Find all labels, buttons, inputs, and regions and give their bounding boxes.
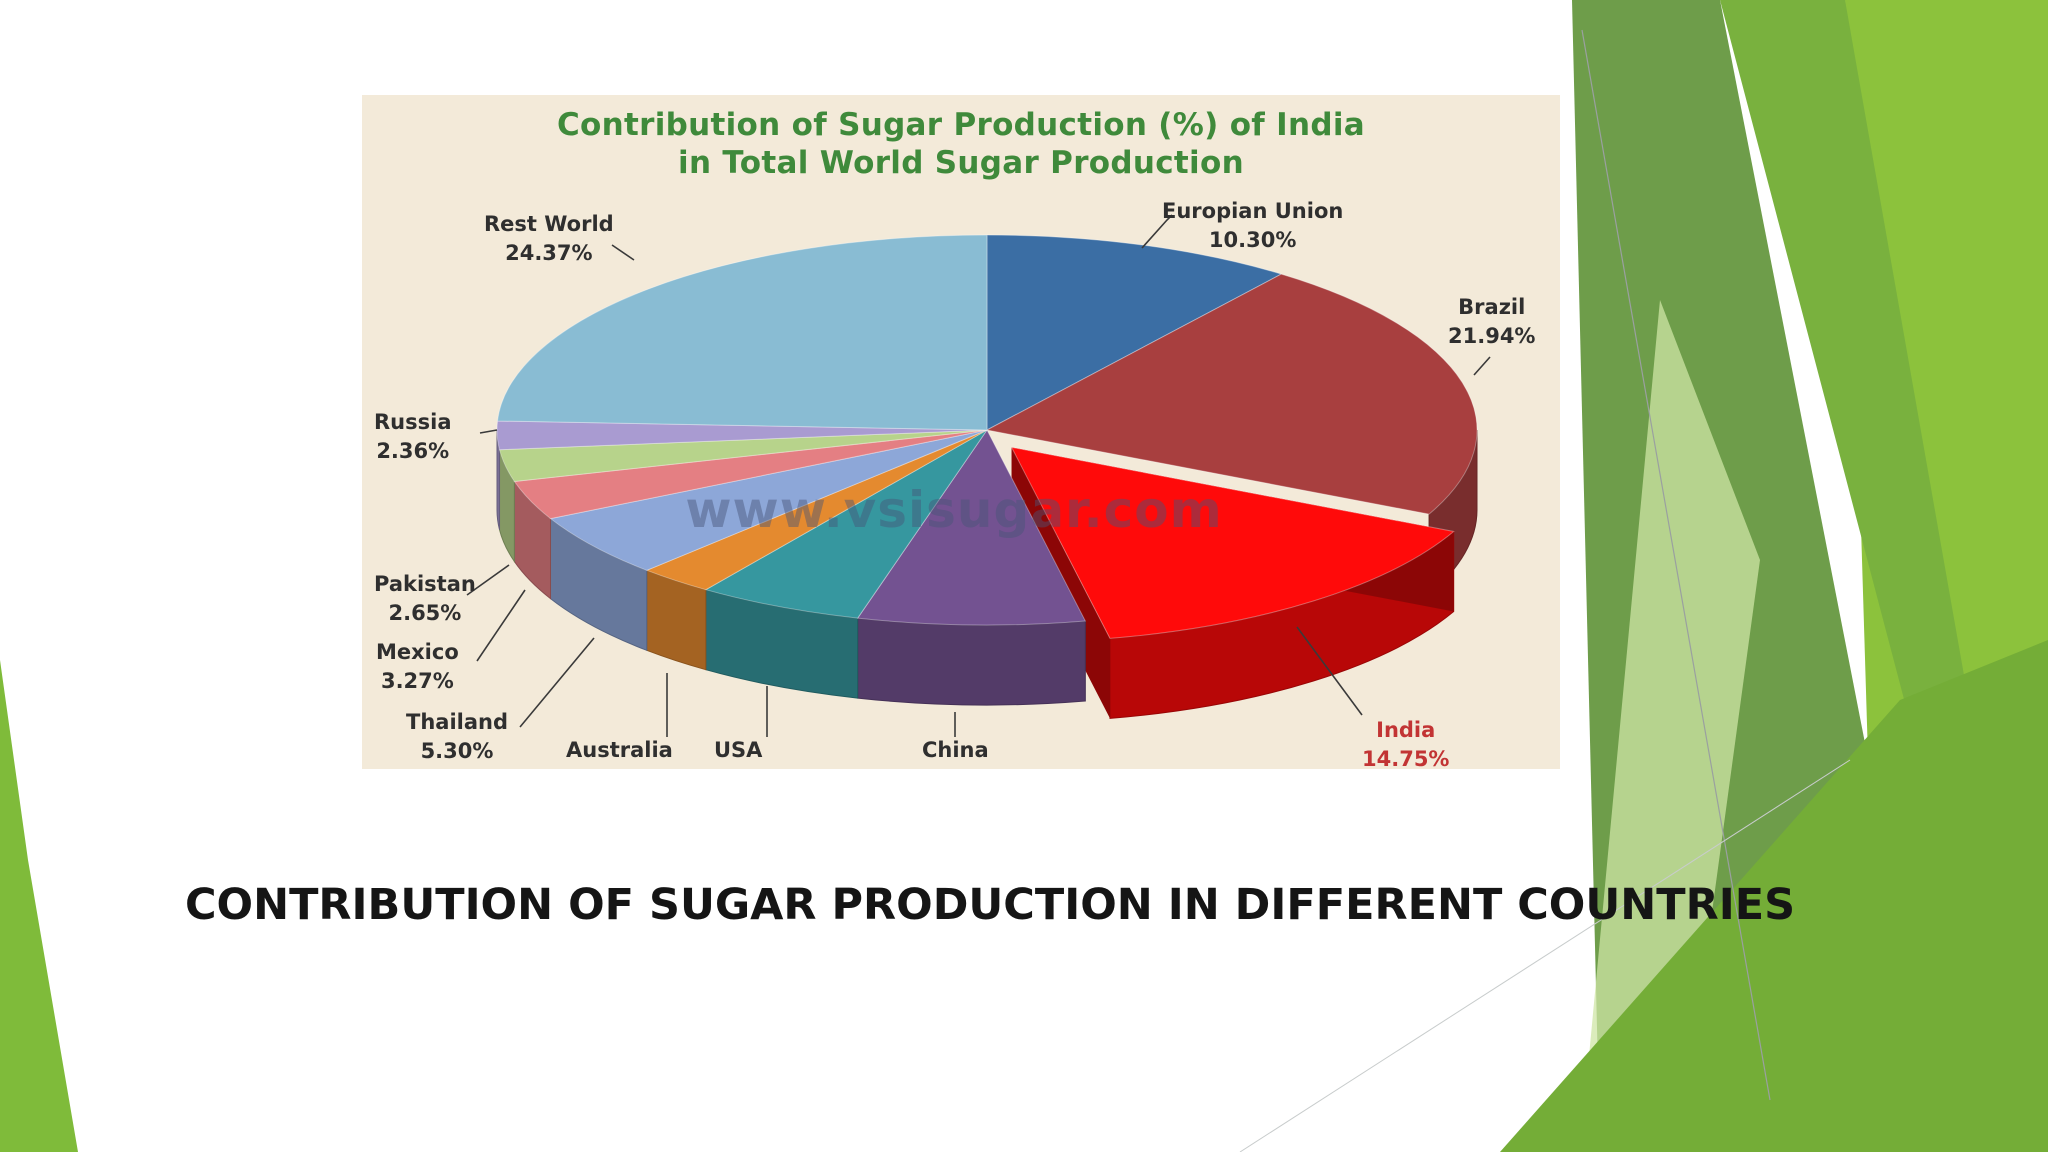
pie-slice-rest-world xyxy=(496,234,988,431)
thin-line-1 xyxy=(1581,29,1771,1101)
chart-title-line1: Contribution of Sugar Production (%) of … xyxy=(556,107,1366,143)
pie-chart xyxy=(466,214,1491,737)
label-name: Rest World xyxy=(484,212,614,236)
leader-line-1 xyxy=(1141,214,1173,249)
watermark-text: www.vsisugar.com xyxy=(685,481,1223,539)
label-value: 2.36% xyxy=(376,439,450,463)
pie-slice-russia xyxy=(496,420,988,451)
label-name: USA xyxy=(714,738,763,762)
right-pale-triangle xyxy=(1580,300,1760,1152)
label-mexico: Mexico 3.27% xyxy=(376,638,459,696)
leader-line-3 xyxy=(1296,626,1363,716)
label-name: India xyxy=(1376,718,1436,742)
pie-slice-australia xyxy=(645,429,988,591)
label-brazil: Brazil 21.94% xyxy=(1448,293,1535,351)
label-name: Thailand xyxy=(406,710,508,734)
label-name: Australia xyxy=(566,738,673,762)
pie-side-china xyxy=(857,617,1086,706)
label-value: 2.65% xyxy=(388,601,462,625)
label-australia: Australia xyxy=(566,736,673,765)
label-name: China xyxy=(922,738,989,762)
label-value: 14.75% xyxy=(1362,747,1450,771)
label-pakistan: Pakistan 2.65% xyxy=(374,570,476,628)
label-usa: USA xyxy=(714,736,762,765)
label-name: Mexico xyxy=(376,640,459,664)
label-value: 24.37% xyxy=(505,241,593,265)
label-value: 3.27% xyxy=(380,669,454,693)
pie-slice-china xyxy=(856,429,1087,626)
leader-line-11 xyxy=(611,244,635,261)
thin-line-2 xyxy=(1239,759,1851,1152)
slide-caption: CONTRIBUTION OF SUGAR PRODUCTION IN DIFF… xyxy=(185,880,1796,930)
label-value: 5.30% xyxy=(420,739,494,763)
label-china: China xyxy=(922,736,989,765)
pie-slice-usa xyxy=(704,429,988,619)
label-name: Russia xyxy=(374,410,452,434)
leader-line-9 xyxy=(466,564,510,596)
label-value: 10.30% xyxy=(1208,228,1297,252)
left-green-stripe xyxy=(0,660,78,1152)
leader-line-8 xyxy=(476,589,526,662)
pie-slice-thailand xyxy=(549,429,988,571)
leader-line-2 xyxy=(1473,356,1491,376)
leader-line-10 xyxy=(479,429,498,434)
pie-slice-mexico xyxy=(513,429,988,520)
right-bottom-triangle xyxy=(1500,640,2048,1152)
label-rest-world: Rest World 24.37% xyxy=(484,210,614,268)
leader-line-7 xyxy=(519,637,595,728)
label-thailand: Thailand 5.30% xyxy=(406,708,508,766)
label-name: Brazil xyxy=(1458,295,1526,319)
pie-slice-pakistan xyxy=(498,429,988,483)
label-value: 21.94% xyxy=(1448,324,1536,348)
chart-image: Contribution of Sugar Production (%) of … xyxy=(362,95,1560,771)
label-europian-union: Europian Union 10.30% xyxy=(1162,197,1343,255)
pie-slice-india xyxy=(1010,446,1455,639)
pie-slice-europian-union xyxy=(986,234,1283,431)
label-name: Pakistan xyxy=(374,572,476,596)
label-india: India 14.75% xyxy=(1362,716,1449,774)
label-name: Europian Union xyxy=(1162,199,1344,223)
chart-title-line2: in Total World Sugar Production xyxy=(678,145,1244,181)
label-russia: Russia 2.36% xyxy=(374,408,452,466)
pie-slice-brazil xyxy=(985,273,1478,515)
